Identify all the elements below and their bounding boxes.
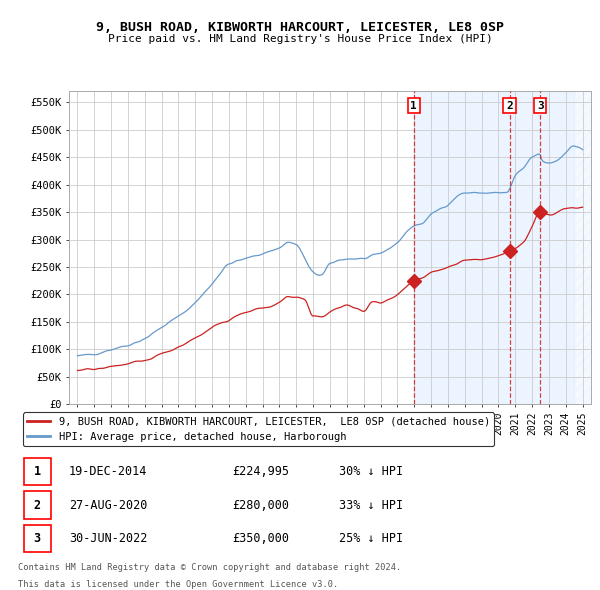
Text: £224,995: £224,995: [232, 465, 289, 478]
Text: 19-DEC-2014: 19-DEC-2014: [69, 465, 147, 478]
Text: 2: 2: [34, 499, 41, 512]
Text: Contains HM Land Registry data © Crown copyright and database right 2024.: Contains HM Land Registry data © Crown c…: [18, 563, 401, 572]
Text: 30% ↓ HPI: 30% ↓ HPI: [340, 465, 404, 478]
Text: 3: 3: [537, 100, 544, 110]
Bar: [413, 91, 574, 404]
FancyBboxPatch shape: [23, 525, 51, 552]
Text: 30-JUN-2022: 30-JUN-2022: [69, 532, 147, 545]
Bar: [574, 91, 591, 404]
Text: This data is licensed under the Open Government Licence v3.0.: This data is licensed under the Open Gov…: [18, 580, 338, 589]
Legend: 9, BUSH ROAD, KIBWORTH HARCOURT, LEICESTER,  LE8 0SP (detached house), HPI: Aver: 9, BUSH ROAD, KIBWORTH HARCOURT, LEICEST…: [23, 412, 494, 446]
FancyBboxPatch shape: [23, 458, 51, 485]
Text: 9, BUSH ROAD, KIBWORTH HARCOURT, LEICESTER, LE8 0SP: 9, BUSH ROAD, KIBWORTH HARCOURT, LEICEST…: [96, 21, 504, 34]
Text: 27-AUG-2020: 27-AUG-2020: [69, 499, 147, 512]
Text: 1: 1: [34, 465, 41, 478]
Text: £280,000: £280,000: [232, 499, 289, 512]
Text: 2: 2: [506, 100, 513, 110]
Text: £350,000: £350,000: [232, 532, 289, 545]
Text: 25% ↓ HPI: 25% ↓ HPI: [340, 532, 404, 545]
FancyBboxPatch shape: [23, 491, 51, 519]
Text: 33% ↓ HPI: 33% ↓ HPI: [340, 499, 404, 512]
Text: 1: 1: [410, 100, 417, 110]
Text: Price paid vs. HM Land Registry's House Price Index (HPI): Price paid vs. HM Land Registry's House …: [107, 34, 493, 44]
Text: 3: 3: [34, 532, 41, 545]
